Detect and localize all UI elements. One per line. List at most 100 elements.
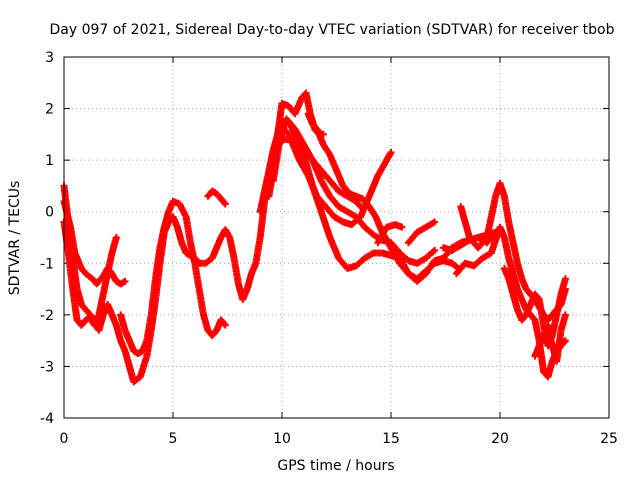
x-tick-label: 5: [169, 431, 178, 447]
plus-marker-run: [287, 133, 300, 147]
plus-marker-run: [304, 172, 320, 198]
plus-marker-run: [302, 89, 314, 116]
plus-marker-run: [230, 254, 242, 286]
plus-marker-run: [319, 141, 333, 157]
plus-marker-run: [95, 292, 107, 319]
plus-marker-run: [217, 195, 228, 207]
plus-marker-run: [143, 313, 155, 345]
chart-title: Day 097 of 2021, Sidereal Day-to-day VTE…: [49, 22, 614, 38]
y-axis-label: SDTVAR / TECUs: [7, 181, 23, 296]
plus-marker-run: [136, 354, 150, 381]
plus-marker-run: [404, 230, 420, 247]
plus-marker-run: [82, 270, 95, 281]
plus-marker-run: [252, 236, 264, 267]
plus-marker-run: [317, 167, 333, 183]
y-tick-label: -3: [40, 359, 54, 375]
plus-marker-run: [352, 197, 363, 209]
plus-marker-run: [256, 179, 270, 216]
plus-marker-run: [359, 195, 372, 209]
plus-marker-run: [130, 347, 141, 357]
x-tick-label: 20: [491, 431, 509, 447]
plus-marker-run: [544, 321, 556, 348]
x-axis-label: GPS time / hours: [277, 458, 394, 474]
plus-marker-run: [527, 311, 538, 323]
plus-marker-run: [77, 264, 89, 276]
plus-marker-run: [282, 115, 298, 132]
plus-marker-run: [64, 249, 76, 291]
plus-marker-run: [152, 246, 164, 283]
plus-marker-run: [82, 314, 93, 324]
plus-marker-run: [208, 187, 219, 197]
plus-marker-run: [522, 285, 533, 297]
plus-marker-run: [352, 213, 368, 230]
y-tick-label: -2: [40, 308, 54, 324]
plus-marker-run: [339, 182, 352, 196]
plus-marker-run: [213, 190, 224, 201]
plus-marker-run: [326, 234, 342, 260]
plus-marker-run: [518, 312, 529, 324]
plus-marker-run: [352, 255, 367, 270]
plus-marker-run: [553, 328, 565, 365]
y-tick-label: 3: [45, 50, 54, 66]
plus-marker-run: [195, 285, 207, 317]
plus-marker-run: [500, 234, 512, 260]
plus-marker-run: [77, 301, 89, 312]
plus-marker-run: [422, 219, 437, 231]
plus-marker-run: [182, 213, 194, 244]
x-tick-label: 10: [273, 431, 291, 447]
plus-marker-run: [195, 259, 207, 267]
plus-marker-run: [470, 255, 485, 270]
plus-marker-run: [99, 272, 111, 298]
series-track-5: [204, 187, 229, 208]
plus-marker-run: [93, 274, 106, 288]
plus-marker-run: [448, 242, 463, 254]
plus-marker-run: [191, 259, 203, 291]
plus-marker: [561, 275, 569, 283]
plus-marker-run: [553, 292, 565, 319]
plus-marker-run: [69, 285, 81, 322]
plus-marker-run: [422, 261, 437, 275]
plus-marker-run: [112, 277, 123, 287]
plus-marker-run: [326, 177, 341, 194]
plus-marker-run: [309, 120, 320, 132]
plus-marker: [221, 200, 229, 208]
plus-marker: [431, 246, 439, 254]
series-track-4: [117, 197, 229, 357]
plus-marker-run: [509, 239, 521, 265]
plus-marker-run: [69, 254, 81, 291]
plus-marker-run: [134, 348, 145, 357]
y-tick-label: 0: [45, 205, 54, 221]
plus-marker-run: [483, 215, 495, 241]
plus-marker-run: [322, 203, 337, 219]
data-points: [60, 89, 569, 386]
plus-marker-run: [269, 138, 283, 185]
plus-marker-run: [544, 312, 555, 324]
plus-marker-run: [82, 306, 93, 318]
y-tick-label: -4: [40, 411, 54, 427]
plus-marker-run: [77, 317, 89, 329]
plus-marker-run: [535, 295, 547, 327]
plus-marker: [398, 223, 406, 231]
tick-labels: 0 5 10 15 20 25 -4 -3 -2 -1 0 1 2 3: [40, 50, 618, 447]
plus-marker-run: [182, 249, 193, 259]
plus-marker-run: [147, 277, 159, 319]
plus-marker-run: [186, 239, 198, 265]
series-track-12: [374, 221, 406, 247]
x-tick-label: 25: [600, 431, 618, 447]
plus-marker-run: [505, 218, 517, 245]
plus-marker-run: [361, 223, 376, 238]
plus-marker-run: [500, 192, 512, 224]
series-track-11: [304, 110, 327, 138]
plus-marker-run: [104, 251, 115, 278]
series-track-18: [531, 311, 569, 365]
plus-marker-run: [313, 192, 328, 209]
plus-marker-run: [86, 311, 97, 323]
plus-marker: [356, 203, 364, 211]
plus-marker-run: [117, 278, 128, 288]
plus-marker-run: [202, 255, 215, 267]
y-tick-label: 2: [45, 102, 54, 118]
plus-marker: [387, 148, 395, 156]
x-tick-label: 15: [382, 431, 400, 447]
plus-marker-run: [217, 316, 228, 328]
